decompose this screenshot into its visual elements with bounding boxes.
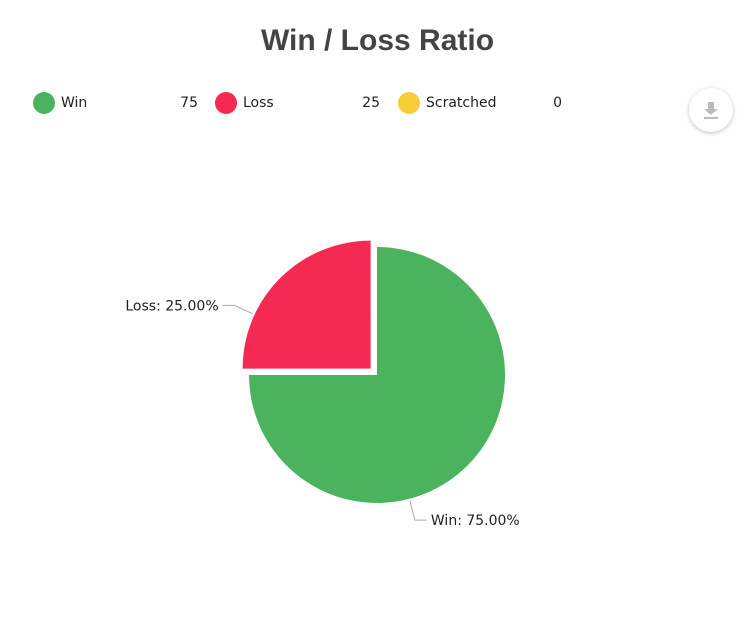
download-icon — [704, 102, 718, 119]
slice-label-win: Win: 75.00% — [431, 513, 520, 529]
leader-line-win — [409, 500, 427, 521]
legend-swatch-loss — [215, 92, 237, 114]
pie-slice-win[interactable] — [249, 247, 505, 503]
leader-line-loss — [222, 304, 253, 315]
legend-swatch-win — [33, 92, 55, 114]
legend-value-win: 75 — [180, 95, 198, 111]
legend-label-loss: Loss — [243, 95, 274, 111]
legend-item-scratched[interactable]: Scratched 0 — [398, 92, 578, 114]
chart-title: Win / Loss Ratio — [260, 24, 495, 57]
download-button[interactable] — [689, 88, 733, 132]
legend-label-scratched: Scratched — [426, 95, 497, 111]
legend-swatch-scratched — [398, 92, 420, 114]
legend-item-win[interactable]: Win 75 — [33, 92, 213, 114]
pie-slice-loss[interactable] — [242, 240, 371, 369]
legend-value-scratched: 0 — [553, 95, 562, 111]
slice-label-loss: Loss: 25.00% — [125, 298, 218, 314]
legend-label-win: Win — [61, 95, 88, 111]
legend-value-loss: 25 — [362, 95, 380, 111]
legend-item-loss[interactable]: Loss 25 — [215, 92, 395, 114]
